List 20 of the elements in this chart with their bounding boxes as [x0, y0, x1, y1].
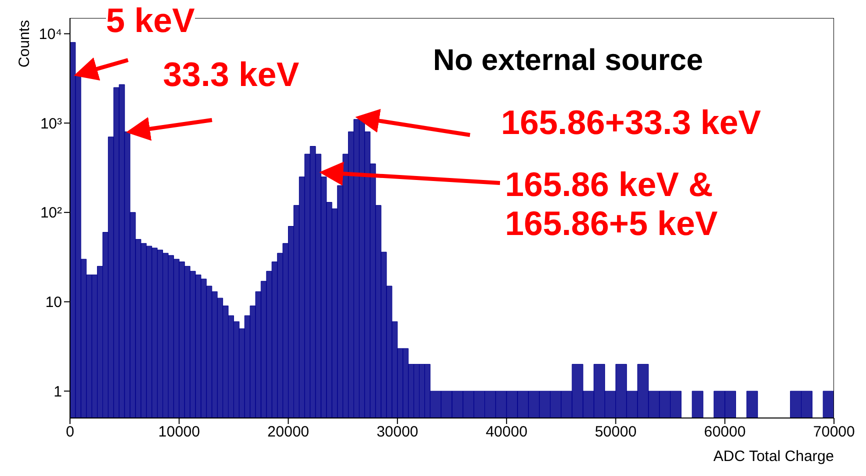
annotation: 165.86+33.3 keV [501, 104, 761, 144]
y-tick-label: 10⁴ [38, 26, 62, 44]
annotation: 165.86 keV & 165.86+5 keV [505, 166, 718, 244]
annotation: 5 keV [106, 2, 195, 42]
annotation: No external source [433, 44, 704, 78]
y-tick-label: 10 [45, 294, 62, 312]
x-tick-label: 20000 [267, 424, 310, 441]
x-tick-label: 10000 [158, 424, 200, 441]
y-tick-label: 10³ [40, 115, 62, 132]
x-tick-label: 0 [66, 424, 74, 441]
y-axis-title: Counts [16, 20, 33, 68]
y-tick-label: 10² [40, 204, 62, 222]
x-tick-label: 50000 [594, 424, 637, 441]
annotation: 33.3 keV [163, 56, 300, 96]
y-tick-label: 1 [54, 383, 62, 400]
x-tick-label: 40000 [486, 424, 528, 441]
x-tick-label: 70000 [813, 424, 855, 441]
x-tick-label: 60000 [704, 424, 746, 441]
x-axis-title: ADC Total Charge [713, 448, 834, 465]
x-tick-label: 30000 [376, 424, 418, 441]
